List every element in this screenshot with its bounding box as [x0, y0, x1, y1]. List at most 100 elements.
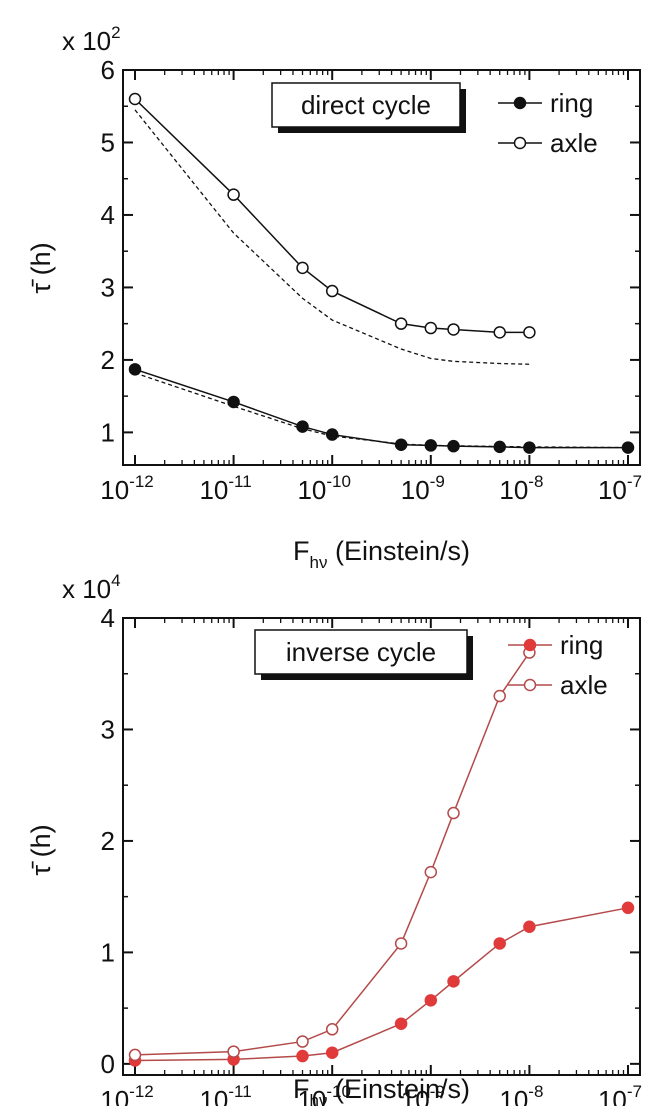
x-tick-label-exp: -10	[326, 472, 351, 491]
x-tick-label-exp: -11	[228, 1082, 251, 1101]
x-tick-label: 10-10	[297, 472, 351, 505]
x-tick-label-base: 10	[401, 475, 430, 505]
x-tick-label-base: 10	[401, 1085, 430, 1106]
y-tick-label: 0	[101, 1049, 115, 1079]
ring-data-point	[227, 395, 240, 409]
x-tick-label-base: 10	[297, 1085, 326, 1106]
ring-data-point	[296, 420, 309, 433]
axle-data-point	[493, 689, 506, 703]
ring-data-point	[523, 441, 536, 454]
x-tick-label: 10-8	[499, 472, 543, 505]
y-axis-title: τ̄ (h)	[26, 242, 56, 293]
axle-series-line	[134, 652, 531, 1056]
ring-data-point	[523, 920, 536, 934]
x-tick-label-base: 10	[499, 475, 528, 505]
y-tick-label: 6	[101, 55, 115, 85]
ring-data-point	[447, 975, 460, 988]
x-tick-label-exp: -9	[430, 472, 445, 491]
legend-marker	[523, 638, 537, 652]
axle-data-point	[394, 317, 408, 330]
x-tick-label-base: 10	[199, 1085, 228, 1106]
x-tick-label-base: 10	[499, 1085, 528, 1106]
ring-data-point	[493, 937, 506, 950]
axle-data-point	[128, 92, 142, 106]
legend-marker	[523, 678, 537, 692]
axle-series-line	[134, 98, 530, 334]
y-tick-label: 5	[101, 127, 115, 157]
x-axis-title-main: F	[293, 536, 310, 566]
ring-series-line	[134, 368, 628, 449]
legend-marker	[513, 96, 527, 110]
axle-data-point	[128, 1048, 142, 1062]
ring-data-point	[394, 1017, 408, 1030]
y-tick-label: 3	[101, 714, 115, 744]
axle-data-point	[493, 326, 506, 339]
annotation-label: inverse cycle	[286, 637, 436, 667]
y-tick-label: 4	[101, 603, 115, 633]
x-tick-label-exp: -12	[129, 472, 154, 491]
ring-series-line	[134, 907, 629, 1062]
legend-label: ring	[550, 88, 593, 118]
axle-data-point	[447, 806, 460, 820]
axis-multiplier: x 102	[62, 23, 121, 56]
x-tick-label: 10-11	[199, 1082, 251, 1106]
x-tick-label-base: 10	[100, 1085, 129, 1106]
annotation-label: direct cycle	[301, 90, 431, 120]
axis-multiplier-exp: 2	[111, 23, 120, 42]
axle-data-point	[296, 261, 309, 275]
ring-data-point	[621, 901, 635, 915]
x-tick-label-base: 10	[100, 475, 129, 505]
axle-data-point	[325, 1023, 339, 1036]
reference-series-line	[134, 372, 629, 449]
axle-data-point	[227, 1045, 240, 1058]
ring-data-point	[325, 1046, 339, 1059]
annotation-box	[271, 82, 461, 128]
y-tick-label: 3	[101, 272, 115, 302]
x-axis-title-sub: hν	[309, 1091, 327, 1106]
x-tick-label-exp: -8	[528, 1082, 543, 1101]
x-tick-label: 10-11	[199, 472, 251, 505]
x-tick-label-base: 10	[199, 475, 228, 505]
axle-data-point	[523, 326, 536, 339]
axle-data-point	[394, 937, 408, 950]
x-tick-label-base: 10	[598, 475, 627, 505]
axle-data-point	[296, 1035, 309, 1048]
y-tick-label: 4	[101, 200, 115, 230]
ring-data-point	[424, 994, 438, 1007]
ring-data-point	[128, 363, 142, 376]
ring-data-point	[325, 428, 339, 441]
legend-label: axle	[560, 670, 608, 700]
x-tick-label-exp: -7	[627, 472, 642, 491]
x-axis-title-sub: hν	[309, 553, 327, 572]
x-axis-title: Fhν (Einstein/s)	[293, 536, 470, 572]
y-tick-label: 1	[101, 937, 115, 967]
x-tick-label-exp: -10	[326, 1082, 351, 1101]
x-tick-label-exp: -8	[528, 472, 543, 491]
axle-data-point	[424, 321, 438, 335]
legend-label: ring	[560, 630, 603, 660]
x-axis-title-rest: (Einstein/s)	[327, 536, 470, 566]
x-axis-title: Fhν (Einstein/s)	[293, 1074, 470, 1106]
x-tick-label: 10-12	[100, 1082, 154, 1106]
x-tick-label: 10-12	[100, 472, 154, 505]
y-axis-title: τ̄ (h)	[26, 824, 56, 875]
reference-series-line	[134, 109, 530, 365]
legend-marker	[513, 136, 527, 150]
x-tick-label: 10-9	[401, 472, 445, 505]
axis-multiplier-exp: 4	[111, 571, 120, 590]
legend-label: axle	[550, 128, 598, 158]
x-tick-label-base: 10	[598, 1085, 627, 1106]
plot-frame	[122, 617, 641, 1076]
x-axis-title-main: F	[293, 1074, 310, 1104]
annotation-box	[254, 629, 468, 675]
x-axis-title-rest: (Einstein/s)	[327, 1074, 470, 1104]
axle-data-point	[424, 865, 438, 879]
ring-data-point	[296, 1049, 309, 1063]
x-tick-label-exp: -9	[430, 1082, 445, 1101]
x-tick-label-exp: -7	[627, 1082, 642, 1101]
x-tick-label-base: 10	[297, 475, 326, 505]
x-tick-label: 10-7	[598, 472, 642, 505]
axle-data-point	[325, 284, 339, 298]
